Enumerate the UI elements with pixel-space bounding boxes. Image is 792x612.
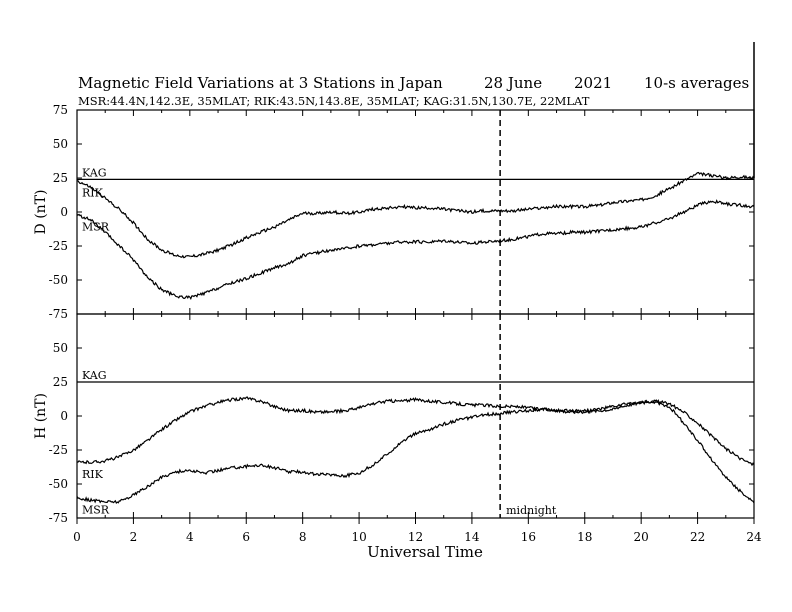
x-tick-label: 24: [746, 530, 762, 544]
series-label-rik: RIK: [82, 187, 104, 200]
series-rik-line: [76, 171, 755, 259]
y-tick-label: 75: [53, 103, 68, 117]
chart-averaging: 10-s averages: [644, 74, 749, 92]
series-msr-line: [76, 399, 755, 504]
x-tick-label: 2: [130, 530, 138, 544]
chart-title: Magnetic Field Variations at 3 Stations …: [78, 74, 443, 92]
y-tick-label: -75: [49, 511, 68, 525]
chart-panels: 75 50 25 0 -25 -50 -75 D (nT) KAG RIK MSR 50 25 0 -25 -…: [33, 103, 755, 525]
x-tick-label: 10: [351, 530, 366, 544]
panel-d: 75 50 25 0 -25 -50 -75 D (nT) KAG RIK MSR: [33, 103, 755, 321]
y-tick-label: 25: [53, 375, 68, 389]
x-tick-label: 18: [577, 530, 592, 544]
x-tick-label: 16: [521, 530, 536, 544]
series-rik-line: [76, 396, 755, 467]
panel-h: 50 25 0 -25 -50 -75 H (nT) KAG RIK MSR: [33, 313, 755, 525]
x-tick-label: 8: [299, 530, 307, 544]
y-tick-label: -50: [49, 273, 68, 287]
x-tick-label: 12: [408, 530, 423, 544]
y-tick-label: 0: [60, 205, 68, 219]
series-label-kag: KAG: [82, 166, 107, 179]
y-tick-label: 25: [53, 171, 68, 185]
x-tick-label: 14: [464, 530, 480, 544]
x-axis: 0 2 4 6 8 10 12 14 16 18 20 22 24: [73, 518, 762, 544]
y-tick-label: 50: [53, 137, 68, 151]
y-tick-label: -50: [49, 477, 68, 491]
y-axis-label: H (nT): [33, 393, 49, 439]
panel-frame: [76, 109, 755, 315]
series-label-kag: KAG: [82, 369, 107, 382]
chart-year: 2021: [574, 74, 612, 92]
series-label-rik: RIK: [82, 468, 104, 481]
panel-frame: [76, 313, 755, 519]
x-tick-label: 20: [634, 530, 649, 544]
series-label-msr: MSR: [82, 504, 110, 517]
chart-date: 28 June: [484, 74, 542, 92]
y-tick-label: -25: [49, 239, 68, 253]
series-msr-line: [76, 199, 755, 301]
y-tick-label: -25: [49, 443, 68, 457]
y-tick-label: 0: [60, 409, 68, 423]
midnight-label: midnight: [506, 504, 557, 517]
y-axis-label: D (nT): [33, 190, 49, 235]
x-tick-label: 4: [186, 530, 194, 544]
x-tick-label: 22: [690, 530, 705, 544]
x-tick-label: 0: [73, 530, 81, 544]
series-label-msr: MSR: [82, 221, 110, 234]
x-axis-label: Universal Time: [367, 543, 483, 561]
chart-subtitle: MSR:44.4N,142.3E, 35MLAT; RIK:43.5N,143.…: [78, 94, 590, 108]
y-tick-label: 50: [53, 341, 68, 355]
y-tick-label: -75: [49, 307, 68, 321]
x-tick-label: 6: [242, 530, 250, 544]
